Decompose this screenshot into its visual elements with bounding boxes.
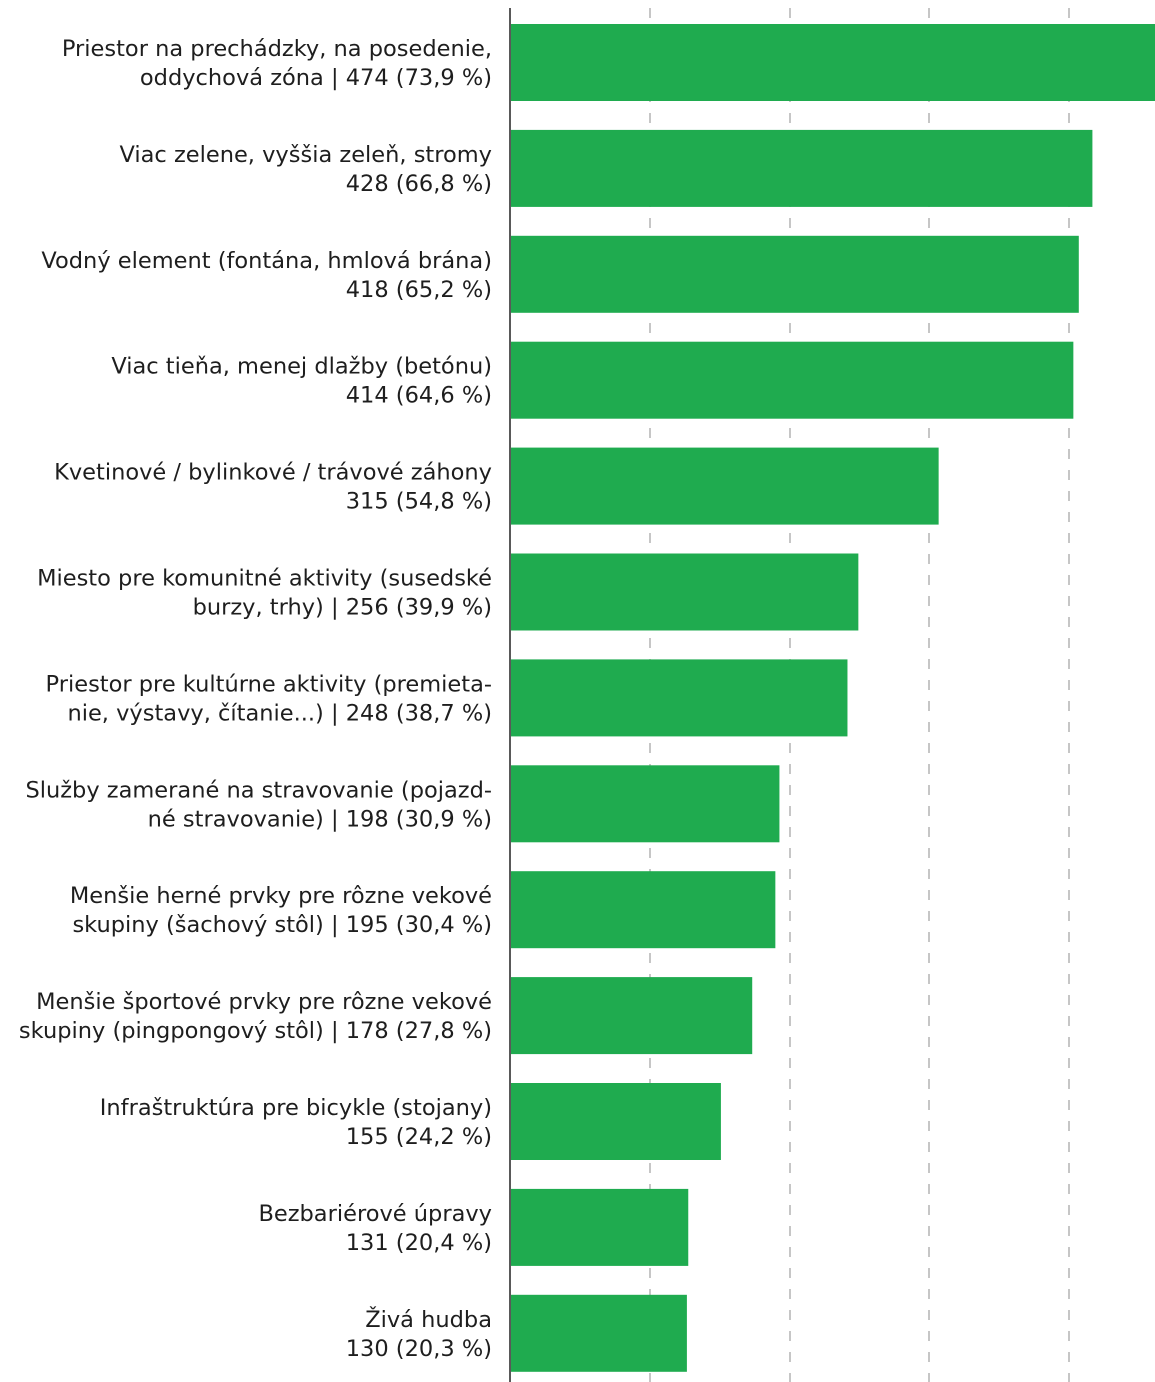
category-label-6-line-2: burzy, trhy) | 256 (39,9 %) (193, 595, 492, 621)
category-label-9-line-1: Menšie herné prvky pre rôzne vekové (70, 883, 492, 909)
category-label-3-line-1: Vodný element (fontána, hmlová brána) (41, 248, 492, 274)
bar-10 (511, 977, 753, 1055)
category-label-13: Živá hudba 130 (20,3 %) (346, 1305, 492, 1362)
bar-13 (511, 1294, 687, 1372)
category-label-3-line-2: 418 (65,2 %) (346, 277, 492, 303)
category-label-10: Menšie športové prvky pre rôzne vekové sk… (19, 989, 492, 1044)
category-label-9: Menšie herné prvky pre rôzne vekové skupi… (70, 883, 492, 938)
category-label-8-line-1: Služby zamerané na stravovanie (pojazd- (25, 777, 492, 803)
category-label-8: Služby zamerané na stravovanie (pojazd-n… (25, 777, 492, 832)
category-label-1: Priestor na prechádzky, na posedenie, odd… (62, 36, 492, 91)
category-label-1-line-1: Priestor na prechádzky, na posedenie, (62, 36, 492, 62)
category-label-12: Bezbariérové úpravy 131 (20,4 %) (258, 1201, 492, 1256)
category-label-9-line-2: skupiny (šachový stôl) | 195 (30,4 %) (72, 912, 492, 938)
category-label-5-line-1: Kvetinové / bylinkové / trávové záhony (54, 460, 492, 486)
category-label-4: Viac tieňa, menej dlažby (betónu) 414 (64… (111, 354, 492, 409)
bar-5 (511, 447, 939, 525)
bar-2 (511, 129, 1093, 207)
category-label-1-line-2: oddychová zóna | 474 (73,9 %) (140, 65, 492, 91)
category-label-8-line-2: né stravovanie) | 198 (30,9 %) (148, 806, 492, 832)
bars (511, 24, 1155, 1372)
bar-6 (511, 553, 859, 631)
category-label-3: Vodný element (fontána, hmlová brána) 418… (41, 248, 492, 303)
category-label-7: Priestor pre kultúrne aktivity (premieta… (46, 671, 492, 726)
category-label-2-line-1: Viac zelene, vyššia zeleň, stromy (120, 142, 493, 168)
category-label-4-line-2: 414 (64,6 %) (346, 383, 492, 409)
category-label-5-line-2: 315 (54,8 %) (346, 489, 492, 515)
category-label-6-line-1: Miesto pre komunitné aktivity (susedské (37, 566, 492, 592)
category-label-10-line-2: skupiny (pingpongový stôl) | 178 (27,8 %… (19, 1018, 492, 1044)
bar-7 (511, 659, 848, 737)
category-label-7-line-1: Priestor pre kultúrne aktivity (premieta… (46, 671, 492, 697)
category-label-11: Infraštruktúra pre bicykle (stojany) 155 … (100, 1095, 492, 1150)
category-label-10-line-1: Menšie športové prvky pre rôzne vekové (36, 989, 492, 1015)
bar-11 (511, 1083, 721, 1160)
category-label-12-line-2: 131 (20,4 %) (346, 1230, 492, 1256)
bar-3 (511, 235, 1079, 313)
category-label-11-line-2: 155 (24,2 %) (346, 1124, 492, 1150)
category-label-5: Kvetinové / bylinkové / trávové záhony 31… (54, 460, 492, 515)
category-label-12-line-1: Bezbariérové úpravy (258, 1201, 492, 1227)
bar-9 (511, 871, 776, 949)
category-label-11-line-1: Infraštruktúra pre bicykle (stojany) (100, 1095, 492, 1121)
category-label-13-line-2: 130 (20,3 %) (346, 1336, 492, 1362)
bar-4 (511, 341, 1074, 419)
bar-8 (511, 765, 780, 843)
category-label-13-line-1: Živá hudba (365, 1305, 492, 1333)
category-label-2-line-2: 428 (66,8 %) (346, 171, 492, 197)
category-labels: Priestor na prechádzky, na posedenie, odd… (19, 36, 492, 1362)
category-label-4-line-1: Viac tieňa, menej dlažby (betónu) (111, 354, 492, 380)
category-label-2: Viac zelene, vyššia zeleň, stromy 428 (66… (120, 142, 493, 197)
category-label-7-line-2: nie, výstavy, čítanie...) | 248 (38,7 %) (67, 700, 492, 726)
bar-1 (511, 24, 1155, 101)
bar-12 (511, 1188, 689, 1266)
category-label-6: Miesto pre komunitné aktivity (susedské b… (37, 566, 492, 621)
